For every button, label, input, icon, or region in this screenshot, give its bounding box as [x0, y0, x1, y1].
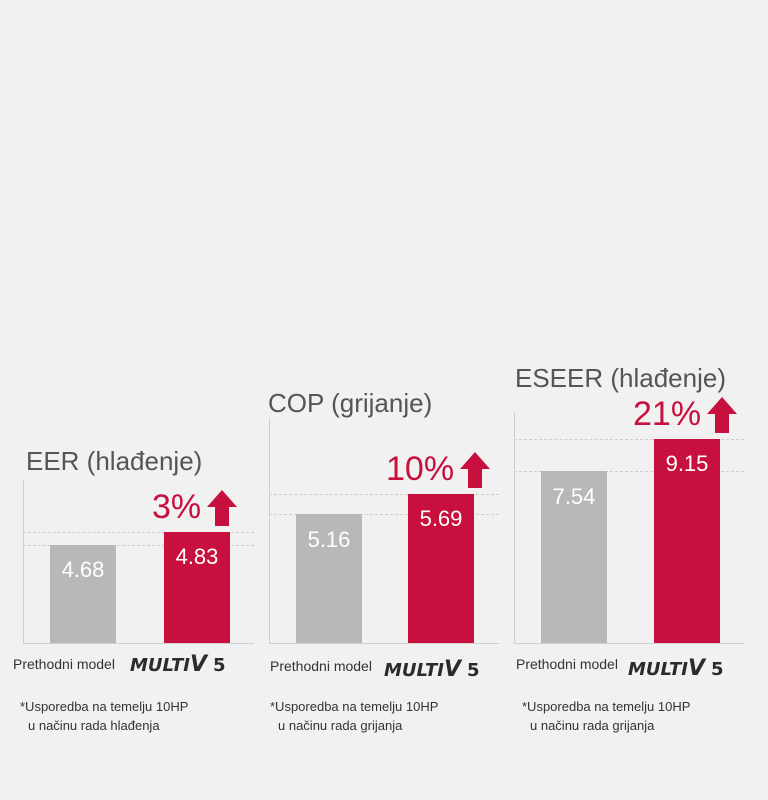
up-arrow-icon [460, 451, 491, 488]
gridline [514, 439, 744, 440]
footnote: *Usporedba na temelju 10HP u načinu rada… [270, 699, 439, 733]
x-axis [269, 643, 499, 644]
gridline [23, 545, 254, 546]
y-axis [514, 412, 515, 643]
bar-previous [296, 514, 362, 643]
bar-value-label: 5.69 [419, 506, 463, 531]
category-label: Prethodni model [516, 656, 618, 672]
multi-v5-logo: MULTIV 5 [628, 656, 724, 681]
bar-previous [50, 545, 116, 643]
multi-v5-logo: MULTIV 5 [130, 652, 226, 677]
increase-badge: 21% [633, 395, 738, 434]
x-axis [23, 643, 254, 644]
footnote: *Usporedba na temelju 10HP u načinu rada… [20, 699, 189, 733]
increase-label: 10% [386, 450, 455, 488]
bar-new [164, 532, 230, 643]
chart-title: EER (hlađenje) [26, 446, 203, 476]
bar-previous [541, 471, 607, 643]
x-axis [514, 643, 744, 644]
up-arrow-icon [207, 489, 238, 526]
increase-badge: 10% [386, 450, 491, 489]
increase-label: 21% [633, 395, 702, 433]
chart-title: ESEER (hlađenje) [515, 363, 726, 393]
gridline [269, 514, 499, 515]
bar-value-label: 7.54 [552, 484, 596, 509]
up-arrow-icon [707, 396, 738, 433]
gridline [269, 494, 499, 495]
category-label: Prethodni model [13, 656, 115, 672]
y-axis [269, 418, 270, 643]
multi-v5-logo: MULTIV 5 [384, 657, 480, 682]
increase-label: 3% [152, 488, 202, 526]
gridline [514, 471, 744, 472]
chart-title: COP (grijanje) [268, 388, 433, 418]
bar-new [408, 494, 474, 643]
bar-value-label: 9.15 [665, 451, 709, 476]
bar-new [654, 439, 720, 643]
footnote: *Usporedba na temelju 10HP u načinu rada… [522, 699, 691, 733]
bar-value-label: 5.16 [307, 527, 351, 552]
bar-value-label: 4.68 [61, 557, 105, 582]
bar-value-label: 4.83 [175, 544, 219, 569]
gridline [23, 532, 254, 533]
y-axis [23, 480, 24, 643]
category-label: Prethodni model [270, 658, 372, 674]
increase-badge: 3% [152, 488, 238, 527]
